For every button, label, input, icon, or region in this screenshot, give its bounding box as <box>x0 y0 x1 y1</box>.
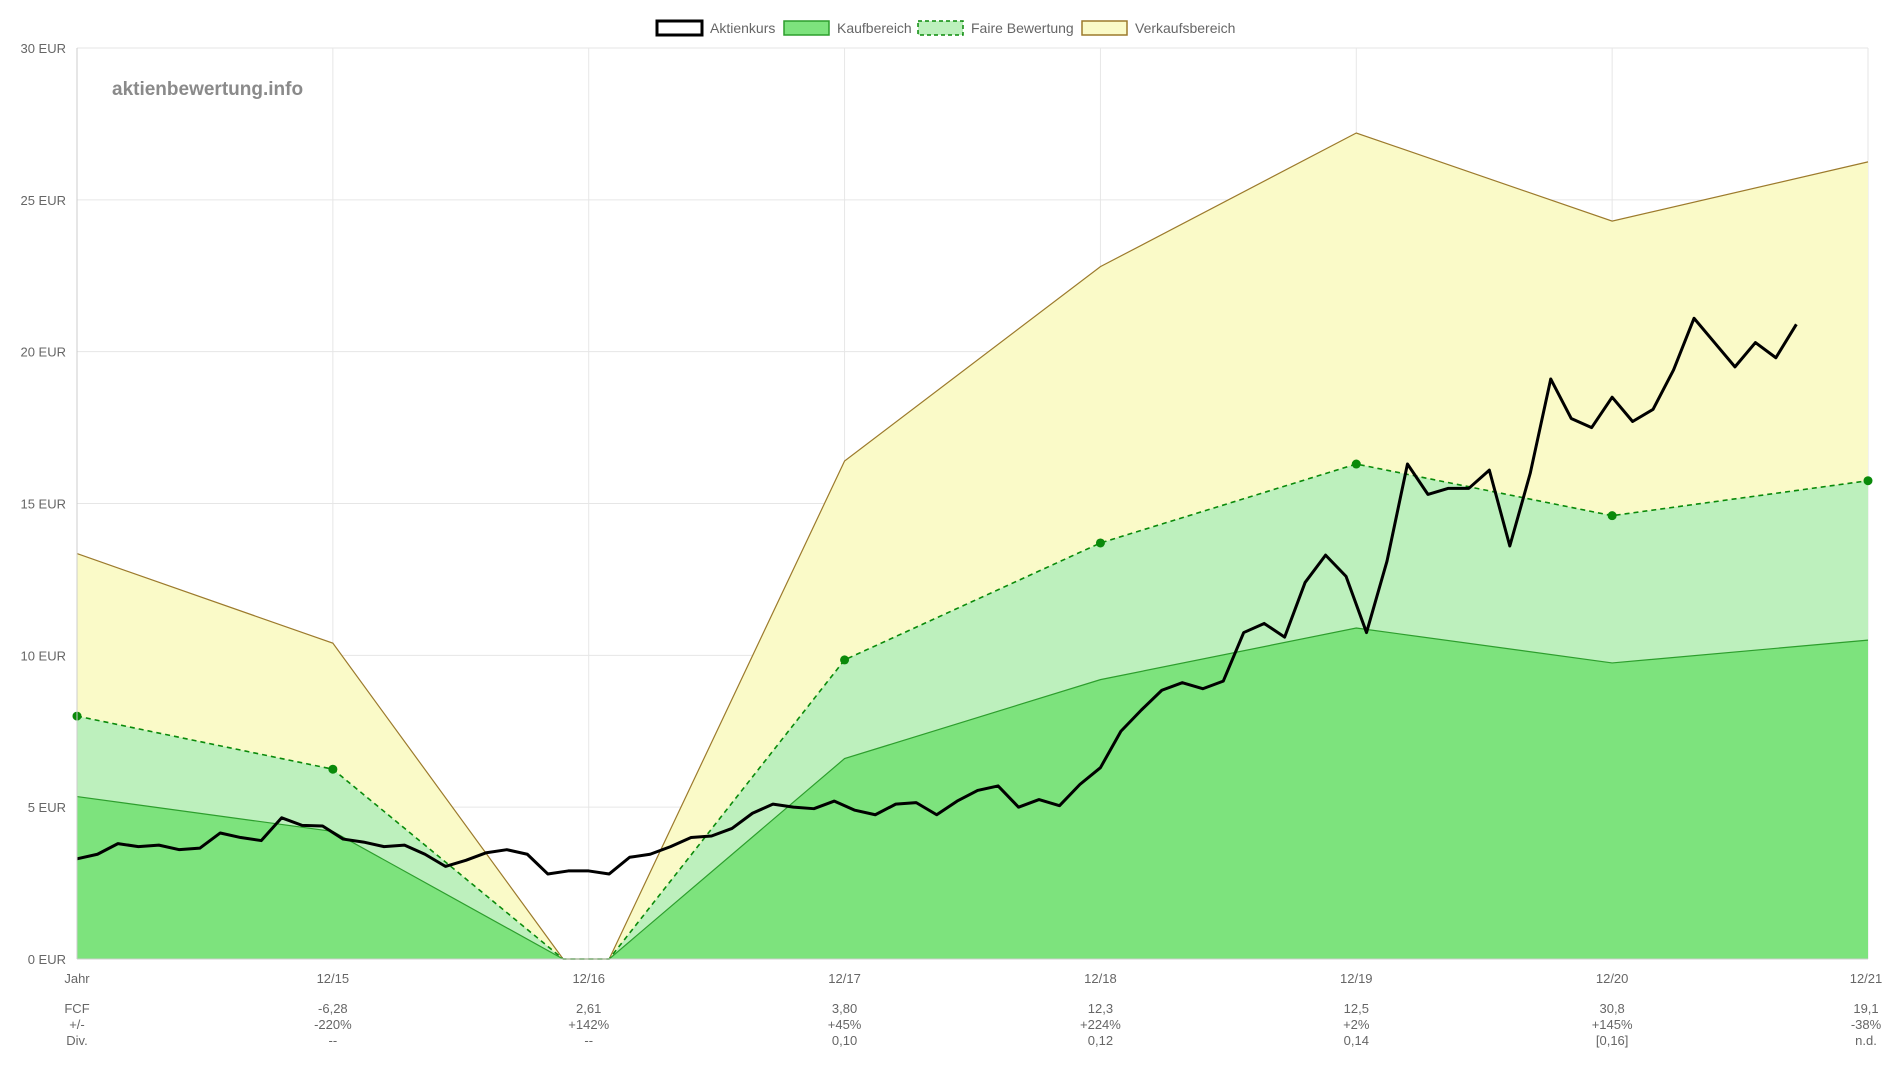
x-tick-label: 12/18 <box>1084 971 1117 986</box>
legend-swatch <box>783 20 830 36</box>
legend-label: Kaufbereich <box>837 20 912 36</box>
y-tick-label: 25 EUR <box>20 193 66 208</box>
table-row-label: FCF <box>64 1001 89 1016</box>
legend-swatch <box>655 19 704 37</box>
legend-swatch <box>917 20 964 36</box>
areas <box>77 133 1868 959</box>
y-tick-label: 0 EUR <box>28 952 66 967</box>
legend-swatch <box>1081 20 1128 36</box>
watermark-text: aktienbewertung.info <box>112 79 303 100</box>
x-tick-label: 12/15 <box>317 971 350 986</box>
table-cell: 0,10 <box>832 1033 857 1048</box>
table-cell: -- <box>584 1033 593 1048</box>
legend-label: Aktienkurs <box>710 20 775 36</box>
table-cell: 12,3 <box>1088 1001 1113 1016</box>
table-cell: 0,14 <box>1344 1033 1369 1048</box>
legend-item[interactable]: Aktienkurs <box>655 19 775 37</box>
x-tick-label: Jahr <box>64 971 90 986</box>
table-cell: 12,5 <box>1344 1001 1369 1016</box>
x-tick-label: 12/17 <box>828 971 861 986</box>
x-tick-label: 12/19 <box>1340 971 1373 986</box>
fundamentals-table: FCF -6,28 2,61 3,80 12,3 12,5 30,8 19,1 +/- -220%… <box>64 1001 1881 1048</box>
table-cell: +45% <box>828 1017 862 1032</box>
fair-value-point <box>1351 459 1361 469</box>
y-tick-label: 15 EUR <box>20 497 66 512</box>
fair-value-point <box>328 764 338 774</box>
fair-value-line <box>76 463 1869 960</box>
table-cell: +224% <box>1080 1017 1121 1032</box>
fair-value-point <box>1095 538 1105 548</box>
legend-label: Faire Bewertung <box>971 20 1074 36</box>
table-cell: 2,61 <box>576 1001 601 1016</box>
table-cell: +145% <box>1592 1017 1633 1032</box>
table-cell: +2% <box>1343 1017 1370 1032</box>
fair-value-point <box>1863 476 1873 486</box>
x-tick-label: 12/20 <box>1596 971 1629 986</box>
lines <box>76 132 1869 960</box>
x-tick-label: 12/21 <box>1850 971 1883 986</box>
table-cell: n.d. <box>1855 1033 1877 1048</box>
buy-range-line <box>76 627 1869 960</box>
axes: 0 EUR 5 EUR 10 EUR 15 EUR 20 EUR 25 EUR 30 EUR… <box>20 41 1882 986</box>
legend[interactable]: Aktienkurs Kaufbereich Faire Bewertung Verk… <box>655 19 1235 37</box>
table-cell: -- <box>329 1033 338 1048</box>
fair-value-point <box>1607 511 1617 521</box>
y-tick-label: 20 EUR <box>20 345 66 360</box>
table-cell: +142% <box>568 1017 609 1032</box>
table-cell: 3,80 <box>832 1001 857 1016</box>
price-line <box>76 316 1798 876</box>
legend-label: Verkaufsbereich <box>1135 20 1235 36</box>
table-cell: -6,28 <box>318 1001 348 1016</box>
table-cell: -38% <box>1851 1017 1882 1032</box>
table-cell: 30,8 <box>1599 1001 1624 1016</box>
legend-item[interactable]: Faire Bewertung <box>917 20 1074 36</box>
table-cell: -220% <box>314 1017 352 1032</box>
x-tick-label: 12/16 <box>572 971 605 986</box>
sell-range-line <box>76 132 1869 960</box>
table-cell: [0,16] <box>1596 1033 1629 1048</box>
table-cell: 19,1 <box>1853 1001 1878 1016</box>
table-row-label: Div. <box>66 1033 87 1048</box>
fair-value-point <box>840 655 850 665</box>
legend-item[interactable]: Verkaufsbereich <box>1081 20 1235 36</box>
legend-item[interactable]: Kaufbereich <box>783 20 912 36</box>
y-tick-label: 30 EUR <box>20 41 66 56</box>
y-tick-label: 10 EUR <box>20 648 66 663</box>
y-tick-label: 5 EUR <box>28 800 66 815</box>
table-cell: 0,12 <box>1088 1033 1113 1048</box>
table-row-label: +/- <box>69 1017 85 1032</box>
